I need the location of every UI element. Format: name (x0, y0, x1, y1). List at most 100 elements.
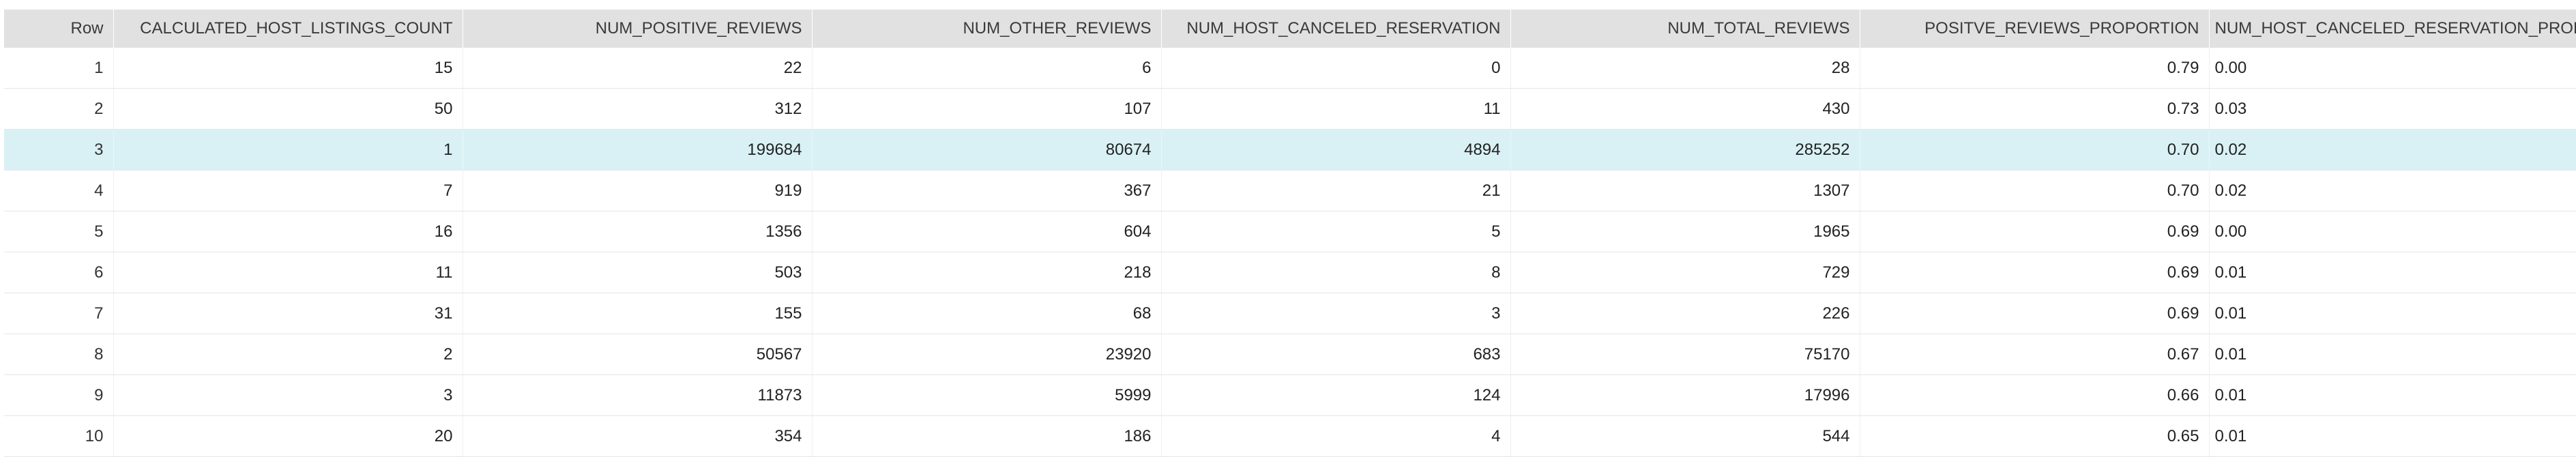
cell-num-positive-reviews[interactable]: 155 (463, 293, 813, 334)
cell-num-host-canceled-reservation[interactable]: 21 (1161, 170, 1511, 211)
table-row[interactable]: 4 7 919 367 21 1307 0.70 0.02 (4, 170, 2576, 211)
cell-row-number[interactable]: 10 (4, 415, 114, 457)
cell-num-positive-reviews[interactable]: 1356 (463, 211, 813, 252)
cell-positive-reviews-proportion[interactable]: 0.69 (1860, 211, 2210, 252)
table-row[interactable]: 1 15 22 6 0 28 0.79 0.00 (4, 48, 2576, 89)
cell-positive-reviews-proportion[interactable]: 0.65 (1860, 415, 2210, 457)
cell-calculated-host-listings-count[interactable]: 20 (113, 415, 463, 457)
cell-calculated-host-listings-count[interactable]: 16 (113, 211, 463, 252)
cell-num-positive-reviews[interactable]: 199684 (463, 129, 813, 171)
table-row[interactable]: 3 1 199684 80674 4894 285252 0.70 0.02 (4, 129, 2576, 171)
cell-num-other-reviews[interactable]: 186 (812, 415, 1162, 457)
table-row[interactable]: 8 2 50567 23920 683 75170 0.67 0.01 (4, 334, 2576, 375)
cell-num-host-canceled-reservation-proportion[interactable]: 0.01 (2209, 293, 2576, 334)
cell-row-number[interactable]: 5 (4, 211, 114, 252)
cell-num-other-reviews[interactable]: 6 (812, 48, 1162, 89)
cell-num-host-canceled-reservation[interactable]: 5 (1161, 211, 1511, 252)
cell-num-host-canceled-reservation[interactable]: 124 (1161, 374, 1511, 416)
cell-row-number[interactable]: 7 (4, 293, 114, 334)
column-header-num-host-canceled-reservation[interactable]: NUM_HOST_CANCELED_RESERVATION (1161, 10, 1511, 48)
cell-positive-reviews-proportion[interactable]: 0.70 (1860, 129, 2210, 171)
column-header-num-host-canceled-reservation-proportion[interactable]: NUM_HOST_CANCELED_RESERVATION_PROPORTION (2209, 10, 2576, 48)
cell-num-total-reviews[interactable]: 430 (1510, 88, 1860, 130)
cell-calculated-host-listings-count[interactable]: 15 (113, 48, 463, 89)
cell-positive-reviews-proportion[interactable]: 0.69 (1860, 252, 2210, 293)
table-row[interactable]: 10 20 354 186 4 544 0.65 0.01 (4, 415, 2576, 457)
column-header-row[interactable]: Row (4, 10, 114, 48)
cell-calculated-host-listings-count[interactable]: 3 (113, 374, 463, 416)
cell-num-host-canceled-reservation[interactable]: 3 (1161, 293, 1511, 334)
cell-row-number[interactable]: 4 (4, 170, 114, 211)
column-header-num-positive-reviews[interactable]: NUM_POSITIVE_REVIEWS (463, 10, 813, 48)
cell-num-host-canceled-reservation-proportion[interactable]: 0.03 (2209, 88, 2576, 130)
cell-row-number[interactable]: 9 (4, 374, 114, 416)
cell-num-host-canceled-reservation[interactable]: 0 (1161, 48, 1511, 89)
cell-num-total-reviews[interactable]: 1965 (1510, 211, 1860, 252)
cell-positive-reviews-proportion[interactable]: 0.70 (1860, 170, 2210, 211)
cell-num-total-reviews[interactable]: 544 (1510, 415, 1860, 457)
cell-num-positive-reviews[interactable]: 22 (463, 48, 813, 89)
cell-positive-reviews-proportion[interactable]: 0.73 (1860, 88, 2210, 130)
cell-num-positive-reviews[interactable]: 50567 (463, 334, 813, 375)
cell-num-host-canceled-reservation-proportion[interactable]: 0.02 (2209, 129, 2576, 171)
cell-num-host-canceled-reservation[interactable]: 11 (1161, 88, 1511, 130)
cell-num-host-canceled-reservation-proportion[interactable]: 0.01 (2209, 374, 2576, 416)
cell-num-total-reviews[interactable]: 17996 (1510, 374, 1860, 416)
table-row[interactable]: 6 11 503 218 8 729 0.69 0.01 (4, 252, 2576, 293)
cell-positive-reviews-proportion[interactable]: 0.66 (1860, 374, 2210, 416)
cell-calculated-host-listings-count[interactable]: 7 (113, 170, 463, 211)
table-row[interactable]: 9 3 11873 5999 124 17996 0.66 0.01 (4, 374, 2576, 416)
table-row[interactable]: 2 50 312 107 11 430 0.73 0.03 (4, 88, 2576, 130)
cell-num-positive-reviews[interactable]: 354 (463, 415, 813, 457)
cell-num-host-canceled-reservation[interactable]: 4894 (1161, 129, 1511, 171)
cell-num-host-canceled-reservation[interactable]: 8 (1161, 252, 1511, 293)
cell-row-number[interactable]: 8 (4, 334, 114, 375)
cell-num-total-reviews[interactable]: 285252 (1510, 129, 1860, 171)
cell-num-positive-reviews[interactable]: 919 (463, 170, 813, 211)
cell-row-number[interactable]: 6 (4, 252, 114, 293)
cell-num-other-reviews[interactable]: 218 (812, 252, 1162, 293)
column-header-calculated-host-listings-count[interactable]: CALCULATED_HOST_LISTINGS_COUNT (113, 10, 463, 48)
cell-calculated-host-listings-count[interactable]: 1 (113, 129, 463, 171)
cell-num-host-canceled-reservation-proportion[interactable]: 0.00 (2209, 211, 2576, 252)
cell-calculated-host-listings-count[interactable]: 31 (113, 293, 463, 334)
cell-num-host-canceled-reservation-proportion[interactable]: 0.01 (2209, 334, 2576, 375)
cell-num-other-reviews[interactable]: 23920 (812, 334, 1162, 375)
cell-num-host-canceled-reservation[interactable]: 683 (1161, 334, 1511, 375)
cell-num-host-canceled-reservation-proportion[interactable]: 0.02 (2209, 170, 2576, 211)
cell-positive-reviews-proportion[interactable]: 0.69 (1860, 293, 2210, 334)
cell-num-total-reviews[interactable]: 1307 (1510, 170, 1860, 211)
grid-header: Row CALCULATED_HOST_LISTINGS_COUNT NUM_P… (4, 10, 2576, 48)
cell-positive-reviews-proportion[interactable]: 0.79 (1860, 48, 2210, 89)
cell-num-other-reviews[interactable]: 107 (812, 88, 1162, 130)
cell-num-host-canceled-reservation-proportion[interactable]: 0.01 (2209, 252, 2576, 293)
cell-num-positive-reviews[interactable]: 503 (463, 252, 813, 293)
cell-num-positive-reviews[interactable]: 11873 (463, 374, 813, 416)
table-row[interactable]: 5 16 1356 604 5 1965 0.69 0.00 (4, 211, 2576, 252)
cell-num-total-reviews[interactable]: 226 (1510, 293, 1860, 334)
grid-body: 1 15 22 6 0 28 0.79 0.00 2 50 312 107 11 430 0.73 0.03 3… (4, 48, 2576, 457)
cell-num-other-reviews[interactable]: 5999 (812, 374, 1162, 416)
cell-row-number[interactable]: 1 (4, 48, 114, 89)
cell-num-host-canceled-reservation-proportion[interactable]: 0.01 (2209, 415, 2576, 457)
table-row[interactable]: 7 31 155 68 3 226 0.69 0.01 (4, 293, 2576, 334)
cell-num-other-reviews[interactable]: 604 (812, 211, 1162, 252)
cell-num-total-reviews[interactable]: 729 (1510, 252, 1860, 293)
cell-positive-reviews-proportion[interactable]: 0.67 (1860, 334, 2210, 375)
cell-num-total-reviews[interactable]: 28 (1510, 48, 1860, 89)
cell-num-host-canceled-reservation[interactable]: 4 (1161, 415, 1511, 457)
column-header-num-other-reviews[interactable]: NUM_OTHER_REVIEWS (812, 10, 1162, 48)
column-header-num-total-reviews[interactable]: NUM_TOTAL_REVIEWS (1510, 10, 1860, 48)
cell-calculated-host-listings-count[interactable]: 11 (113, 252, 463, 293)
cell-row-number[interactable]: 3 (4, 129, 114, 171)
cell-num-total-reviews[interactable]: 75170 (1510, 334, 1860, 375)
cell-calculated-host-listings-count[interactable]: 2 (113, 334, 463, 375)
cell-num-host-canceled-reservation-proportion[interactable]: 0.00 (2209, 48, 2576, 89)
cell-num-other-reviews[interactable]: 68 (812, 293, 1162, 334)
cell-num-other-reviews[interactable]: 80674 (812, 129, 1162, 171)
cell-row-number[interactable]: 2 (4, 88, 114, 130)
cell-calculated-host-listings-count[interactable]: 50 (113, 88, 463, 130)
column-header-positive-reviews-proportion[interactable]: POSITVE_REVIEWS_PROPORTION (1860, 10, 2210, 48)
cell-num-positive-reviews[interactable]: 312 (463, 88, 813, 130)
cell-num-other-reviews[interactable]: 367 (812, 170, 1162, 211)
